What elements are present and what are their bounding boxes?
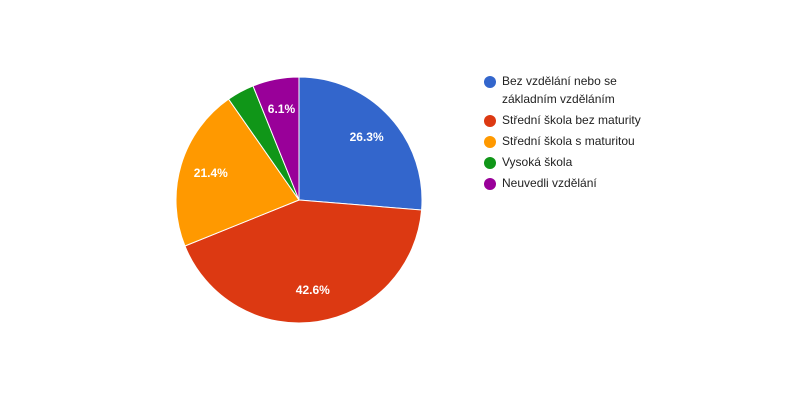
pie-slice [175,98,300,247]
pie-slice [298,76,423,211]
pie-slice [252,76,300,201]
legend-marker [484,157,496,169]
legend-marker [484,76,496,88]
legend-marker [484,178,496,190]
legend-label: Bez vzdělání nebo se základním vzděláním [502,74,617,106]
value-label: 21.4% [194,166,228,180]
legend-marker [484,115,496,127]
legend-line: Bez vzdělání nebo se [502,74,617,88]
legend-marker [484,136,496,148]
legend-label: Neuvedli vzdělání [502,176,597,190]
legend-label: Střední škola s maturitou [502,134,635,148]
value-label: 42.6% [296,283,330,297]
legend-label: Střední škola bez maturity [502,113,641,127]
value-label: 26.3% [350,130,384,144]
legend-label: Vysoká škola [502,155,573,169]
legend-line: základním vzděláním [502,92,615,106]
value-label: 6.1% [268,102,296,116]
pie-slice [184,199,423,324]
